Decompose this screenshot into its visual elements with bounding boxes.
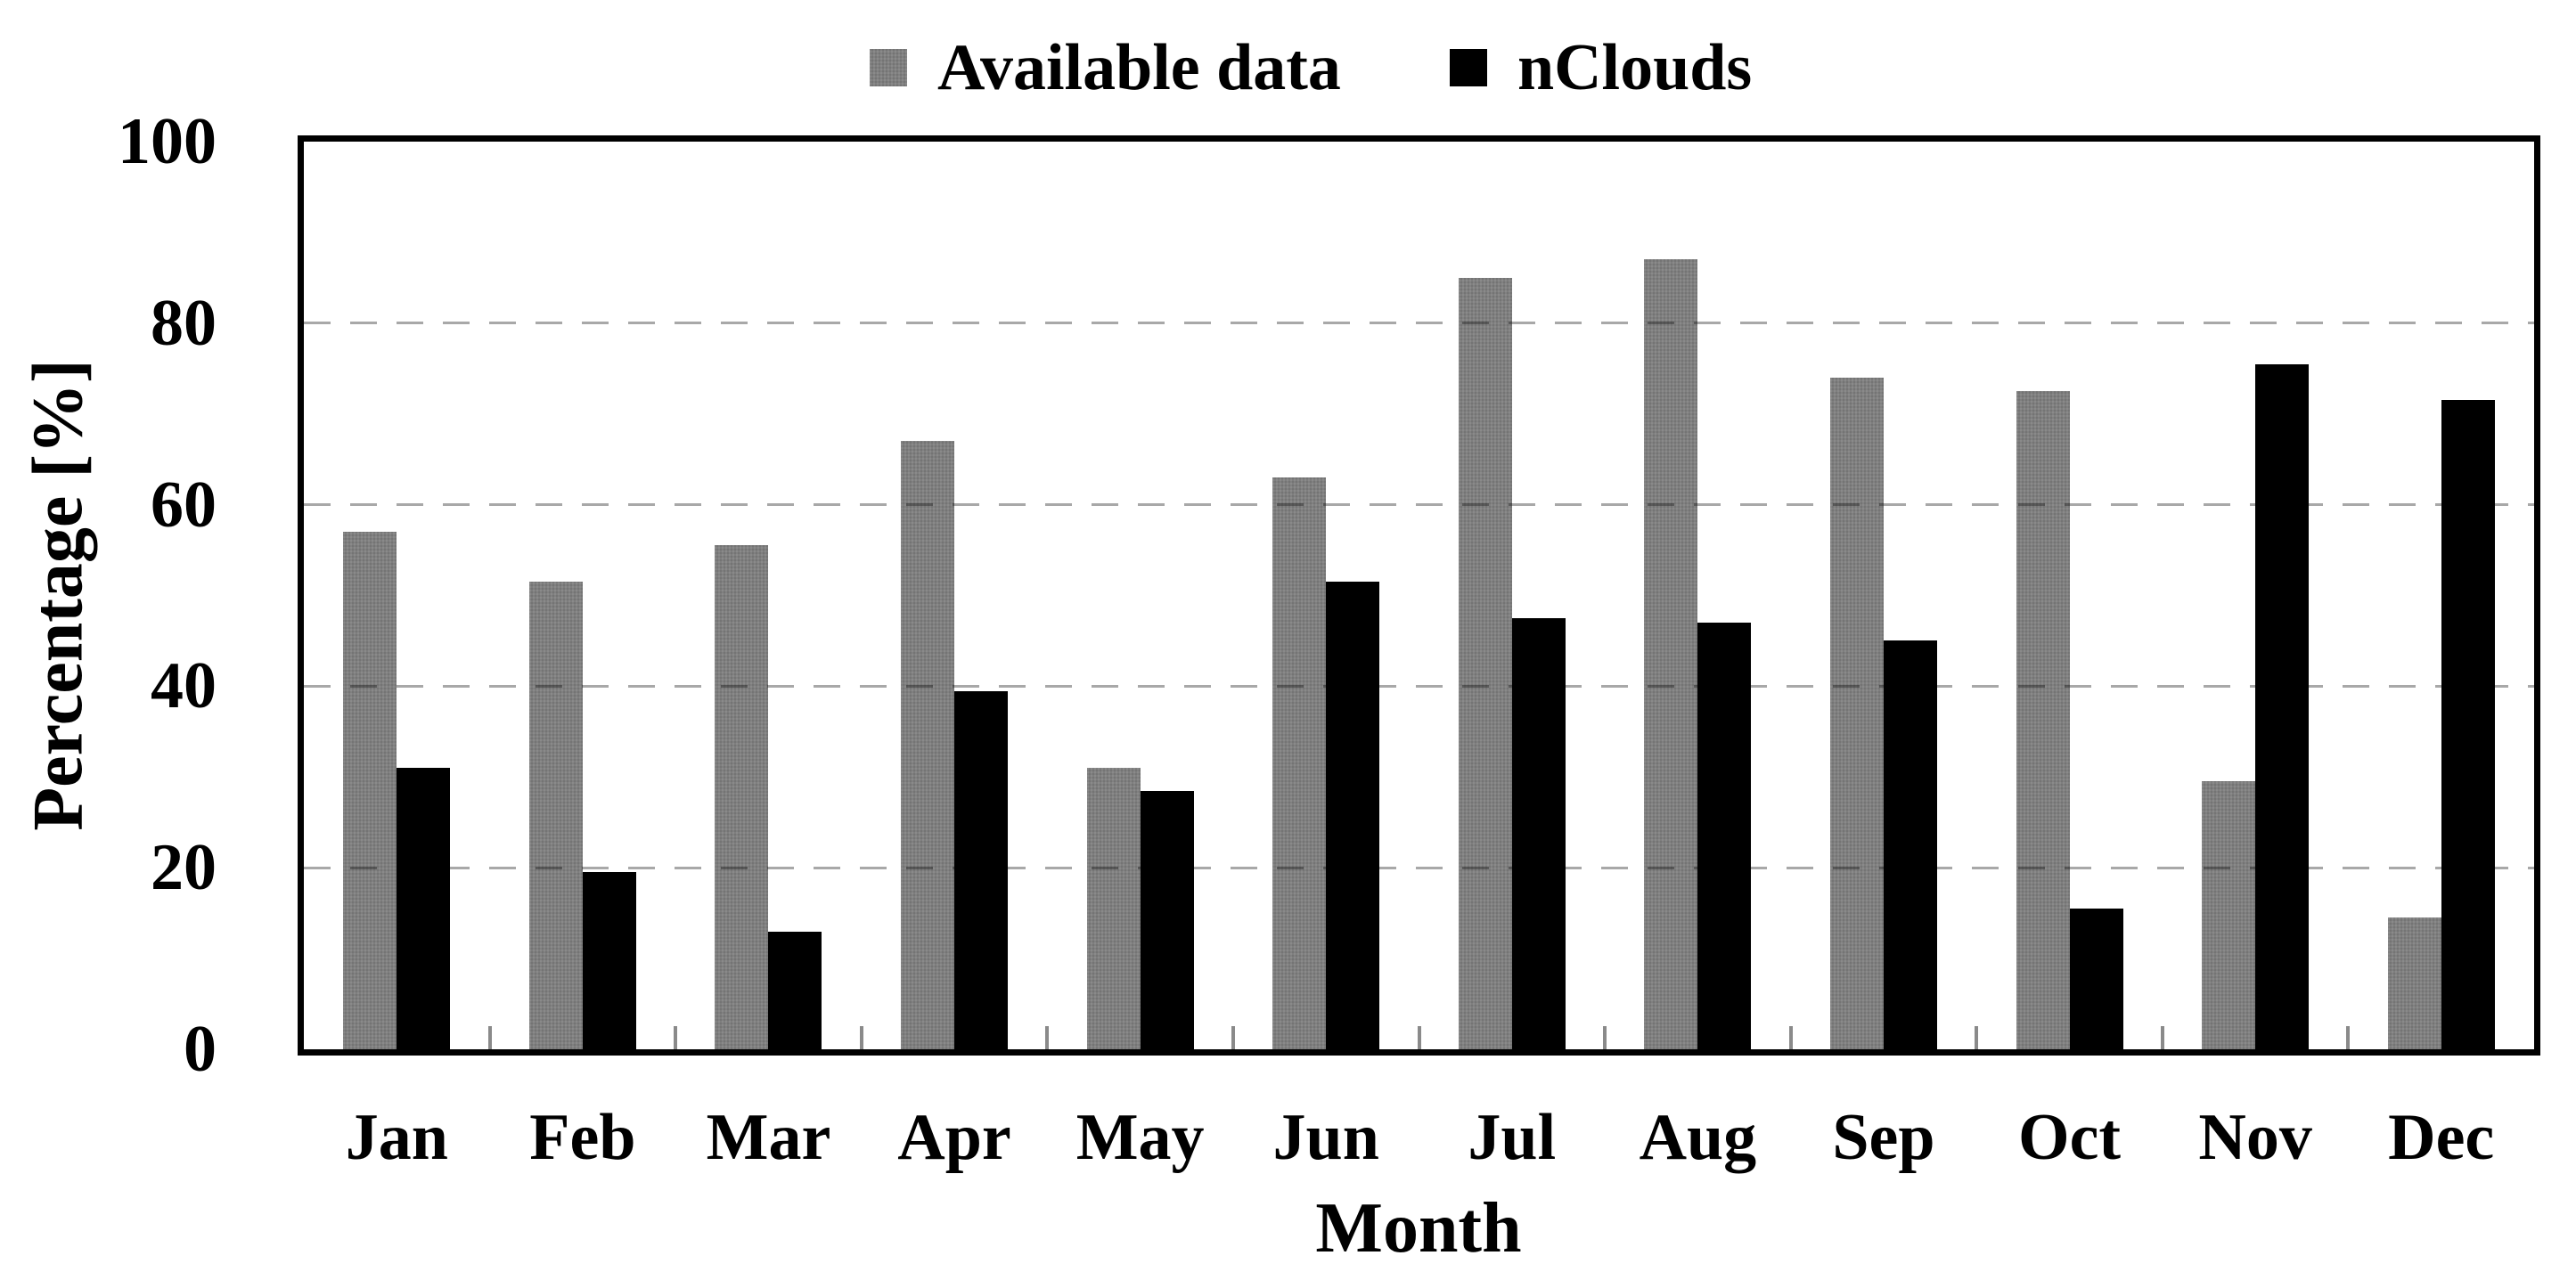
legend-swatch-nclouds-icon	[1449, 49, 1487, 86]
bar-available-data-sep	[1829, 377, 1884, 1049]
y-axis-tick-label-40: 40	[151, 649, 217, 723]
y-axis-tick-label-100: 100	[118, 105, 217, 178]
legend-item-nclouds: nClouds	[1449, 31, 1753, 104]
x-axis-minor-tick	[2160, 1026, 2164, 1049]
bar-available-data-dec	[2387, 917, 2441, 1049]
bar-nclouds-feb	[582, 872, 636, 1049]
gridline-20	[304, 866, 2534, 869]
bar-available-data-mar	[715, 545, 769, 1049]
legend-item-available-data: Available data	[870, 32, 1341, 103]
plot-area	[298, 135, 2540, 1056]
x-axis-tick-label-jul: Jul	[1468, 1101, 1557, 1174]
gridline-60	[304, 503, 2534, 507]
bar-nclouds-mar	[768, 931, 822, 1049]
y-axis-tick-label-0: 0	[184, 1013, 217, 1086]
y-axis-tick-label-80: 80	[151, 286, 217, 360]
x-axis-minor-tick	[2346, 1026, 2351, 1049]
plot-inner	[304, 142, 2534, 1049]
x-axis-minor-tick	[487, 1026, 492, 1049]
bar-available-data-may	[1086, 768, 1141, 1049]
legend-label-available-data: Available data	[937, 31, 1341, 104]
x-axis-minor-tick	[674, 1026, 678, 1049]
x-axis-tick-label-nov: Nov	[2198, 1101, 2312, 1174]
bar-nclouds-may	[1140, 790, 1194, 1049]
x-axis-minor-tick	[859, 1026, 863, 1049]
x-axis-tick-label-jun: Jun	[1272, 1101, 1379, 1174]
bar-available-data-jan	[343, 532, 397, 1049]
x-axis-minor-tick	[1975, 1026, 1979, 1049]
x-axis-tick-label-may: May	[1075, 1101, 1205, 1174]
bar-nclouds-sep	[1883, 640, 1937, 1049]
bar-available-data-oct	[2016, 391, 2070, 1049]
x-axis-tick-label-jan: Jan	[345, 1101, 448, 1174]
x-axis-tick-label-aug: Aug	[1639, 1101, 1757, 1174]
bar-available-data-jun	[1272, 477, 1327, 1049]
gridline-80	[304, 322, 2534, 325]
bar-nclouds-apr	[954, 690, 1009, 1049]
bar-available-data-feb	[528, 582, 583, 1049]
y-axis-tick-label-60: 60	[151, 468, 217, 542]
bar-nclouds-aug	[1697, 623, 1752, 1049]
bar-available-data-jul	[1458, 277, 1512, 1049]
legend-label-nclouds: nClouds	[1517, 31, 1753, 104]
bar-available-data-apr	[901, 441, 955, 1049]
bar-nclouds-jun	[1326, 582, 1380, 1049]
x-axis-tick-label-apr: Apr	[897, 1101, 1011, 1174]
legend: Available data nClouds	[870, 32, 1752, 103]
x-axis-tick-label-sep: Sep	[1832, 1101, 1935, 1174]
x-axis-tick-label-feb: Feb	[529, 1101, 636, 1174]
x-axis-title: Month	[1315, 1189, 1522, 1268]
bar-nclouds-nov	[2255, 363, 2310, 1049]
x-axis-tick-label-dec: Dec	[2388, 1101, 2495, 1174]
x-axis-minor-tick	[1788, 1026, 1793, 1049]
bar-available-data-aug	[1644, 259, 1698, 1049]
bar-available-data-nov	[2202, 781, 2256, 1049]
x-axis-minor-tick	[1603, 1026, 1607, 1049]
bar-nclouds-dec	[2441, 400, 2495, 1049]
x-axis-minor-tick	[1417, 1026, 1421, 1049]
gridline-40	[304, 684, 2534, 688]
bar-nclouds-oct	[2069, 909, 2123, 1049]
bar-nclouds-jul	[1511, 617, 1566, 1049]
bar-nclouds-jan	[397, 768, 451, 1049]
x-axis-tick-label-oct: Oct	[2018, 1101, 2122, 1174]
x-axis-minor-tick	[1045, 1026, 1050, 1049]
y-axis-tick-label-20: 20	[151, 831, 217, 905]
x-axis-tick-label-mar: Mar	[706, 1101, 831, 1174]
legend-swatch-available-data-icon	[870, 49, 907, 86]
x-axis-minor-tick	[1231, 1026, 1235, 1049]
y-axis-title: Percentage [%]	[19, 359, 98, 831]
